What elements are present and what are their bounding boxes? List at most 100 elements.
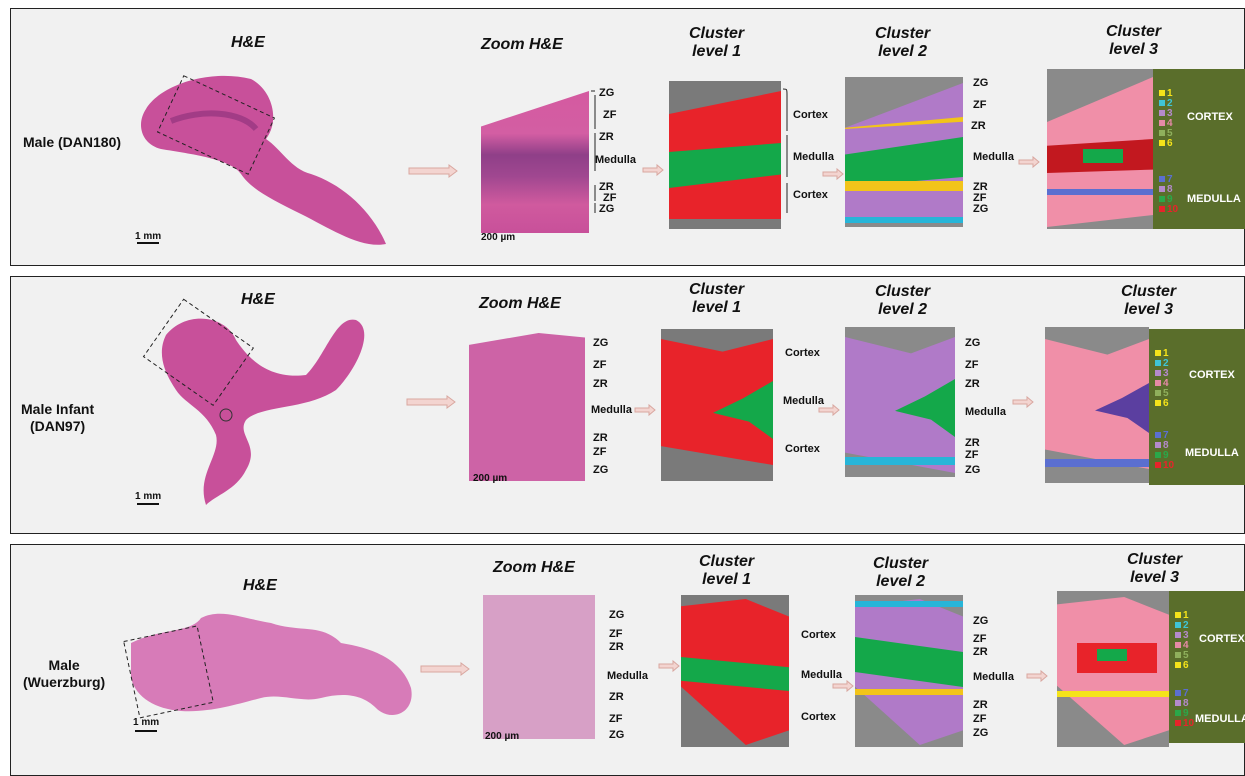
he-tissue-image xyxy=(123,613,412,719)
he-title: H&E xyxy=(231,34,265,51)
cluster1-title: Cluster level 1 xyxy=(699,553,755,588)
cluster1-map xyxy=(681,595,789,747)
legend-item: 10 xyxy=(1159,205,1178,215)
region-cortex-top: Cortex xyxy=(793,109,828,121)
cluster3-title: Cluster level 3 xyxy=(1121,283,1177,318)
legend-item: 6 xyxy=(1175,661,1189,671)
legend-item: 3 xyxy=(1155,369,1169,379)
cl2-zone-medulla: Medulla xyxy=(965,406,1006,418)
arrow-icon xyxy=(658,659,680,673)
arrow-icon xyxy=(408,164,458,178)
zoom-title: Zoom H&E xyxy=(493,559,575,576)
region-cortex-bottom: Cortex xyxy=(801,711,836,723)
cl2-zone-zr-top: ZR xyxy=(973,646,988,658)
legend-item: 4 xyxy=(1155,379,1169,389)
zoom-he-image xyxy=(469,333,585,481)
cl2-zone-zg-bottom: ZG xyxy=(965,464,981,476)
zoom-title: Zoom H&E xyxy=(481,36,563,53)
zone-zr-top: ZR xyxy=(599,131,614,143)
legend-item: 8 xyxy=(1155,441,1169,451)
panel-wuerzburg: Male (Wuerzburg) H&E Zoom H&E Cluster leve… xyxy=(10,544,1245,776)
arrow-icon xyxy=(642,163,664,177)
arrow-icon xyxy=(420,662,470,676)
zoom-title: Zoom H&E xyxy=(479,295,561,312)
zone-medulla: Medulla xyxy=(607,670,648,682)
cl2-zone-zg-bottom: ZG xyxy=(973,727,989,739)
cluster1-title: Cluster level 1 xyxy=(689,281,745,316)
panel-dan97: Male Infant (DAN97) H&E Zoom H&E Cluster l… xyxy=(10,276,1245,534)
he-title: H&E xyxy=(241,291,275,308)
legend-item: 7 xyxy=(1159,175,1173,185)
zone-brackets xyxy=(591,90,596,213)
legend-item: 7 xyxy=(1155,431,1169,441)
cluster1-map xyxy=(661,329,773,481)
cluster3-title: Cluster level 3 xyxy=(1106,23,1162,58)
arrow-icon xyxy=(832,679,854,693)
scale-bar-he xyxy=(137,503,159,505)
legend-cortex: CORTEX xyxy=(1199,633,1245,645)
legend-item: 2 xyxy=(1175,621,1189,631)
legend-item: 1 xyxy=(1155,349,1169,359)
cl2-zone-zf-top: ZF xyxy=(965,359,979,371)
arrow-icon xyxy=(1018,155,1040,169)
scale-label-he: 1 mm xyxy=(133,717,160,728)
legend-item: 2 xyxy=(1159,99,1173,109)
arrow-icon xyxy=(1012,395,1034,409)
cl2-zone-zf-bottom: ZF xyxy=(973,192,987,204)
cluster3-title: Cluster level 3 xyxy=(1127,551,1183,586)
legend-item: 8 xyxy=(1159,185,1173,195)
scale-label-he: 1 mm xyxy=(135,231,162,242)
legend-item: 4 xyxy=(1175,641,1189,651)
cl2-zone-zf-top: ZF xyxy=(973,99,987,111)
zone-zf-bottom: ZF xyxy=(603,192,617,204)
legend-item: 5 xyxy=(1175,651,1189,661)
arrow-icon xyxy=(818,403,840,417)
zone-zg-bottom: ZG xyxy=(593,464,609,476)
sample-label: Male Infant (DAN97) xyxy=(21,401,95,434)
scale-label-zoom: 200 µm xyxy=(485,731,520,742)
region-cortex-bottom: Cortex xyxy=(793,189,828,201)
cluster1-title: Cluster level 1 xyxy=(689,25,745,60)
cluster3-legend: CORTEX MEDULLA 1 2 3 4 5 6 7 8 9 10 xyxy=(1149,329,1245,485)
legend-item: 1 xyxy=(1175,611,1189,621)
zoom-he-image xyxy=(481,91,589,233)
zone-zr-top: ZR xyxy=(609,641,624,653)
legend-item: 8 xyxy=(1175,699,1189,709)
zone-zg-top: ZG xyxy=(599,87,615,99)
panel-dan180: Male (DAN180) H&E Zoom H&E Cluster level … xyxy=(10,8,1245,266)
scale-bar-he xyxy=(135,730,157,732)
legend-medulla: MEDULLA xyxy=(1187,193,1241,205)
legend-item: 7 xyxy=(1175,689,1189,699)
zone-zr-top: ZR xyxy=(593,378,608,390)
legend-item: 6 xyxy=(1155,399,1169,409)
cluster3-legend: CORTEX MEDULLA 1 2 3 4 5 6 7 8 9 10 xyxy=(1169,591,1245,743)
legend-medulla: MEDULLA xyxy=(1185,447,1239,459)
zone-zg-bottom: ZG xyxy=(609,729,625,741)
legend-item: 9 xyxy=(1159,195,1173,205)
legend-item: 4 xyxy=(1159,119,1173,129)
region-medulla: Medulla xyxy=(783,395,824,407)
he-tissue-image xyxy=(141,75,386,245)
zone-zf-top: ZF xyxy=(609,628,623,640)
arrow-icon xyxy=(634,403,656,417)
cluster3-legend: CORTEX MEDULLA 1 2 3 4 5 6 7 8 9 10 xyxy=(1153,69,1245,229)
cl2-zone-zr-bottom: ZR xyxy=(965,437,980,449)
legend-cortex: CORTEX xyxy=(1187,111,1233,123)
legend-item: 5 xyxy=(1155,389,1169,399)
cluster2-map xyxy=(845,77,963,227)
region-medulla: Medulla xyxy=(801,669,842,681)
zone-zg-bottom: ZG xyxy=(599,203,615,215)
cluster2-title: Cluster level 2 xyxy=(873,555,929,590)
zone-zr-bottom: ZR xyxy=(609,691,624,703)
scale-label-zoom: 200 µm xyxy=(473,473,508,484)
zone-zr-bottom: ZR xyxy=(593,432,608,444)
legend-item: 10 xyxy=(1155,461,1174,471)
zone-zf-top: ZF xyxy=(603,109,617,121)
arrow-icon xyxy=(822,167,844,181)
cl2-zone-zg-bottom: ZG xyxy=(973,203,989,215)
he-title: H&E xyxy=(243,577,277,594)
zone-zg-top: ZG xyxy=(609,609,625,621)
region-cortex-top: Cortex xyxy=(785,347,820,359)
zone-zf-top: ZF xyxy=(593,359,607,371)
zone-zr-bottom: ZR xyxy=(599,181,614,193)
